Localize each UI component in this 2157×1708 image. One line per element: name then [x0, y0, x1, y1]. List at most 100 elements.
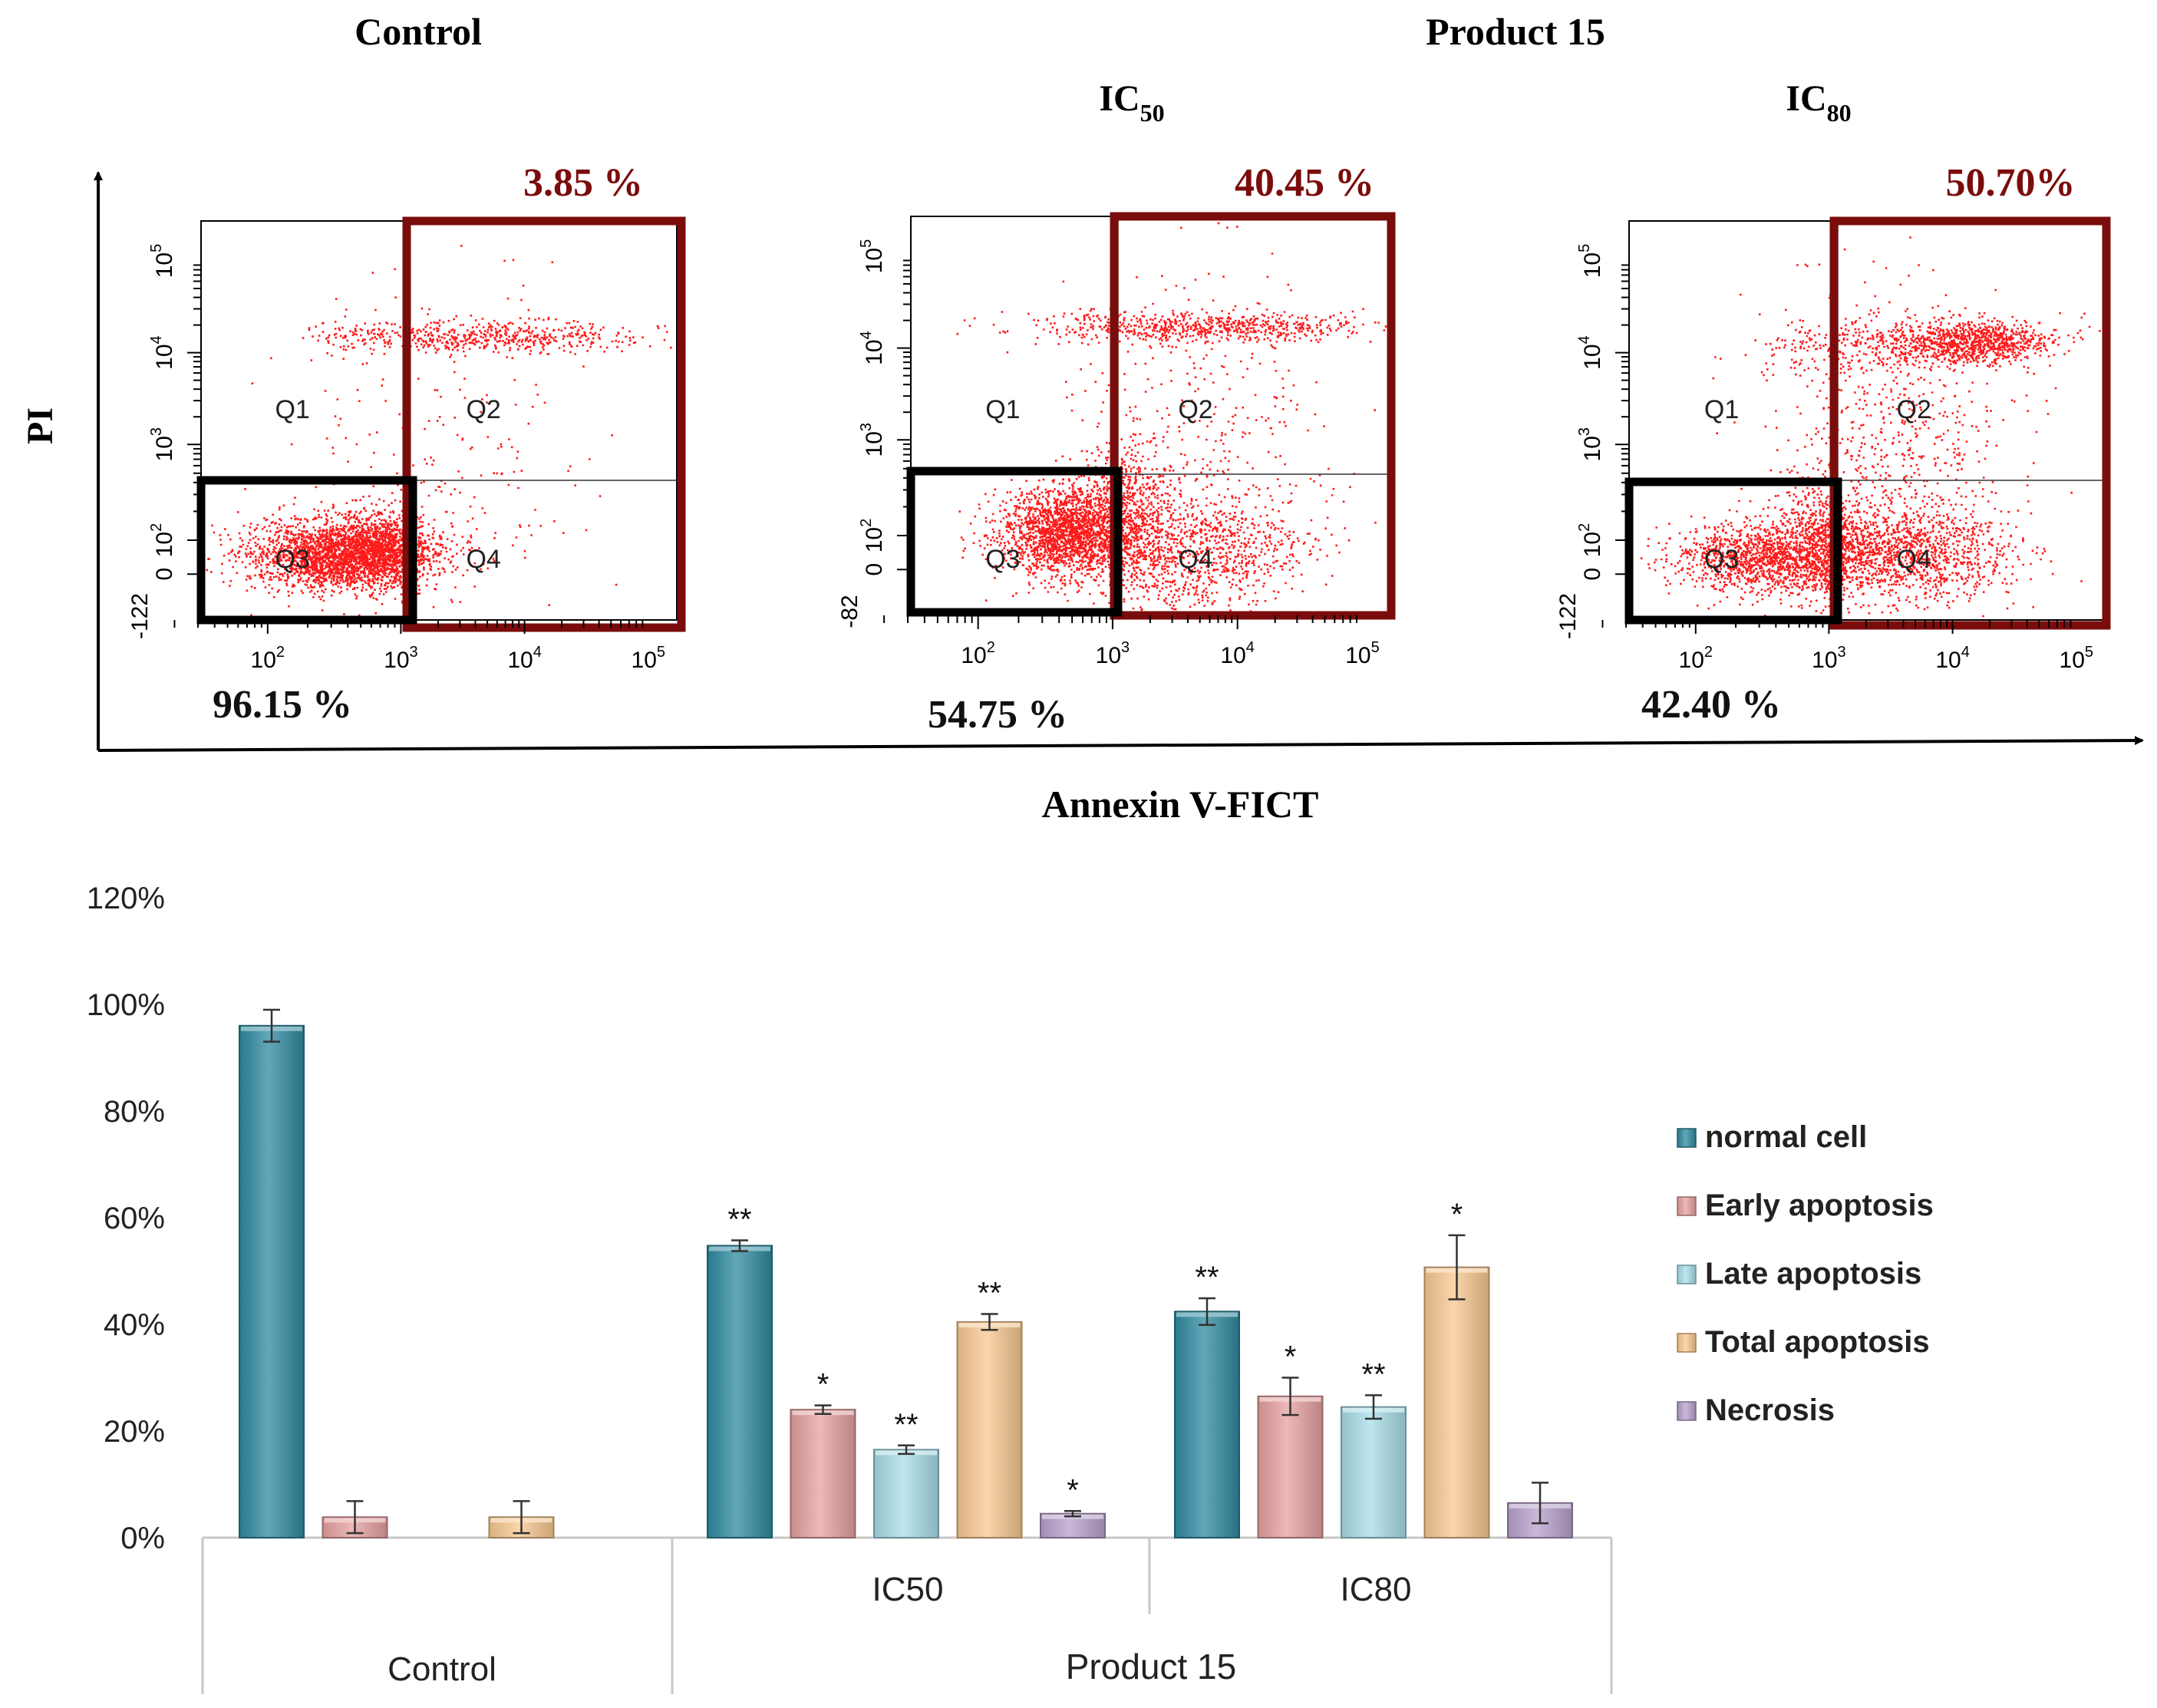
- flow-plot-2: Q1 Q2 Q3 Q4 102 103 104 105 102 103 104 105 0 -82 40.4…: [837, 161, 1396, 737]
- significance-marker: *: [1285, 1340, 1297, 1374]
- flow-plot-3: Q1 Q2 Q3 Q4 102 103 104 105 102 103 104 105 0 -122 50.…: [1555, 161, 2111, 727]
- x-tick-label: 105: [1345, 639, 1380, 668]
- flow-plot-y-ticks: 102 103 104 105 0 -82: [837, 239, 911, 628]
- quadrant-label-q3: Q3: [275, 545, 309, 574]
- flow-plot-x-ticks: 102 103 104 105: [1601, 620, 2094, 673]
- y-tick-label: 0%: [120, 1522, 165, 1555]
- y-tick-label: 100%: [87, 988, 165, 1022]
- quadrant-label-q1: Q1: [985, 395, 1020, 424]
- significance-marker: *: [817, 1368, 829, 1402]
- sub-group-label-ic50: IC50: [872, 1571, 944, 1608]
- y-tick-label: 104: [858, 331, 887, 365]
- flow-plot-events: [206, 245, 672, 617]
- y-tick-label: 104: [1576, 335, 1605, 370]
- normal-gate: [196, 476, 417, 625]
- legend-item-necrosis: Necrosis: [1677, 1393, 1835, 1427]
- y-zero-label: 0: [152, 568, 177, 581]
- ic50-title-base: IC: [1099, 78, 1140, 119]
- x-tick-label: 104: [1935, 644, 1970, 673]
- legend-item-late-apoptosis: Late apoptosis: [1677, 1257, 1921, 1291]
- quadrant-label-q2: Q2: [1178, 395, 1212, 424]
- ic50-title: IC50: [1099, 78, 1164, 127]
- normal-gate: [1624, 477, 1842, 625]
- quadrant-label-q1: Q1: [275, 395, 309, 424]
- flow-plot-frame: [910, 216, 1392, 616]
- flow-plot-dots: [956, 222, 1387, 614]
- y-min-label: -82: [837, 595, 862, 628]
- y-tick-label: 102: [1576, 523, 1605, 558]
- bar-total-apoptosis-ic50: [956, 1321, 1023, 1539]
- flow-plot-x-ticks: 102 103 104 105: [883, 615, 1380, 668]
- x-tick-label: 103: [384, 644, 418, 673]
- flow-cytometry-panel: Control Product 15 IC50 IC80 PI Annexin …: [20, 10, 2144, 826]
- y-zero-label: 0: [1580, 568, 1605, 581]
- y-tick-label: 60%: [104, 1202, 165, 1235]
- y-tick-label: 120%: [87, 882, 165, 915]
- bar-normal-cell-ic50: [707, 1245, 773, 1539]
- flow-plot-dots: [206, 245, 672, 617]
- x-tick-label: 104: [507, 644, 542, 673]
- legend-item-early-apoptosis: Early apoptosis: [1677, 1189, 1934, 1222]
- x-tick-label: 103: [1096, 639, 1130, 668]
- y-tick-label: 102: [148, 523, 177, 558]
- flow-plot-1: Q1 Q2 Q3 Q4 102 103 104 105 102 103 104 105 0 -122 3.8…: [127, 161, 686, 727]
- y-tick-label: 80%: [104, 1095, 165, 1129]
- ic80-title-base: IC: [1786, 78, 1826, 119]
- outer-group-label-product: Product 15: [1066, 1647, 1236, 1687]
- legend-swatch: [1677, 1401, 1697, 1421]
- quadrant-label-q3: Q3: [1704, 545, 1739, 574]
- normal-percent: 54.75 %: [928, 693, 1067, 737]
- apoptosis-gate: [1110, 212, 1396, 620]
- sub-group-label-ic80: IC80: [1341, 1571, 1412, 1608]
- significance-marker: **: [1195, 1261, 1219, 1294]
- legend-item-normal-cell: normal cell: [1677, 1120, 1867, 1154]
- significance-marker: **: [727, 1203, 751, 1237]
- legend-item-total-apoptosis: Total apoptosis: [1677, 1325, 1930, 1359]
- x-tick-label: 102: [1679, 644, 1713, 673]
- y-min-label: -122: [1555, 593, 1581, 639]
- ic50-title-sub: 50: [1140, 99, 1165, 127]
- apoptosis-gate: [1829, 216, 2111, 630]
- y-tick-label: 103: [1576, 427, 1605, 462]
- apoptosis-gate: [402, 216, 686, 632]
- quadrant-label-q4: Q4: [466, 545, 500, 574]
- x-tick-label: 104: [1220, 639, 1255, 668]
- flow-plot-y-ticks: 102 103 104 105 0 -122: [1555, 244, 1629, 639]
- quadrant-label-q1: Q1: [1704, 395, 1739, 424]
- quadrant-label-q4: Q4: [1178, 545, 1212, 574]
- bar-late-apoptosis-ic50: [873, 1449, 939, 1538]
- y-tick-label: 40%: [104, 1308, 165, 1342]
- y-tick-label: 20%: [104, 1415, 165, 1449]
- significance-marker: *: [1067, 1473, 1079, 1507]
- x-tick-label: 105: [632, 644, 666, 673]
- pi-axis-label: PI: [20, 407, 61, 444]
- bar-chart: 0%20%40%60%80%100%120% ************** Co…: [87, 882, 1934, 1694]
- legend-label: Necrosis: [1705, 1393, 1835, 1427]
- normal-gate: [906, 467, 1123, 617]
- apoptosis-percent: 40.45 %: [1235, 161, 1374, 205]
- product-group-title: Product 15: [1426, 10, 1605, 53]
- legend-swatch: [1677, 1196, 1697, 1216]
- y-tick-label: 103: [148, 427, 177, 462]
- y-zero-label: 0: [862, 563, 887, 576]
- flow-plot-frame: [200, 220, 678, 621]
- y-tick-label: 105: [858, 239, 887, 274]
- y-tick-label: 103: [858, 423, 887, 457]
- control-group-title: Control: [355, 10, 482, 53]
- significance-marker: **: [894, 1408, 918, 1442]
- y-tick-label: 105: [148, 244, 177, 279]
- ic80-title-sub: 80: [1827, 99, 1852, 127]
- legend-swatch: [1677, 1333, 1697, 1353]
- x-tick-label: 103: [1812, 644, 1846, 673]
- flow-plot-events: [956, 222, 1387, 614]
- legend-swatch: [1677, 1128, 1697, 1148]
- quadrant-label-q3: Q3: [985, 545, 1020, 574]
- bar-total-apoptosis-ic80: [1423, 1266, 1490, 1538]
- apoptosis-percent: 50.70%: [1946, 161, 2076, 205]
- normal-percent: 42.40 %: [1641, 683, 1781, 727]
- annexin-axis-arrow: [97, 736, 2144, 752]
- y-tick-label: 102: [858, 519, 887, 553]
- x-tick-label: 105: [2060, 644, 2094, 673]
- flow-plot-x-ticks: 102 103 104 105: [173, 620, 666, 673]
